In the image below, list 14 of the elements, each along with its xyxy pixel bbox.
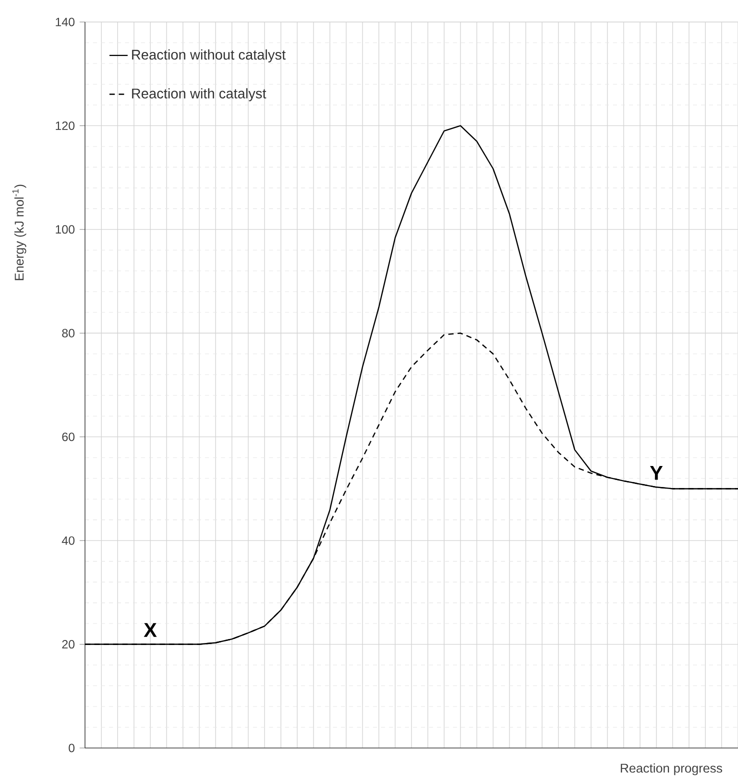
y-tick-label: 20 [62, 640, 74, 649]
x-axis-title: Reaction progress [620, 763, 722, 776]
y-tick-label: 0 [68, 744, 74, 752]
y-tick-label: 60 [62, 432, 74, 442]
legend-label: Reaction with catalyst [132, 88, 266, 102]
y-tick-label: 120 [56, 121, 74, 130]
annotation: X [144, 623, 157, 637]
annotation: Y [650, 466, 663, 480]
y-tick-label: 80 [62, 328, 74, 338]
y-tick-label: 40 [62, 536, 74, 545]
legend-label: Reaction without catalyst [132, 49, 286, 62]
y-axis-title: Energy (kJ mol$^{-1}$) [12, 184, 26, 280]
y-tick-label: 100 [56, 225, 74, 234]
y-tick-label: 140 [56, 18, 74, 26]
